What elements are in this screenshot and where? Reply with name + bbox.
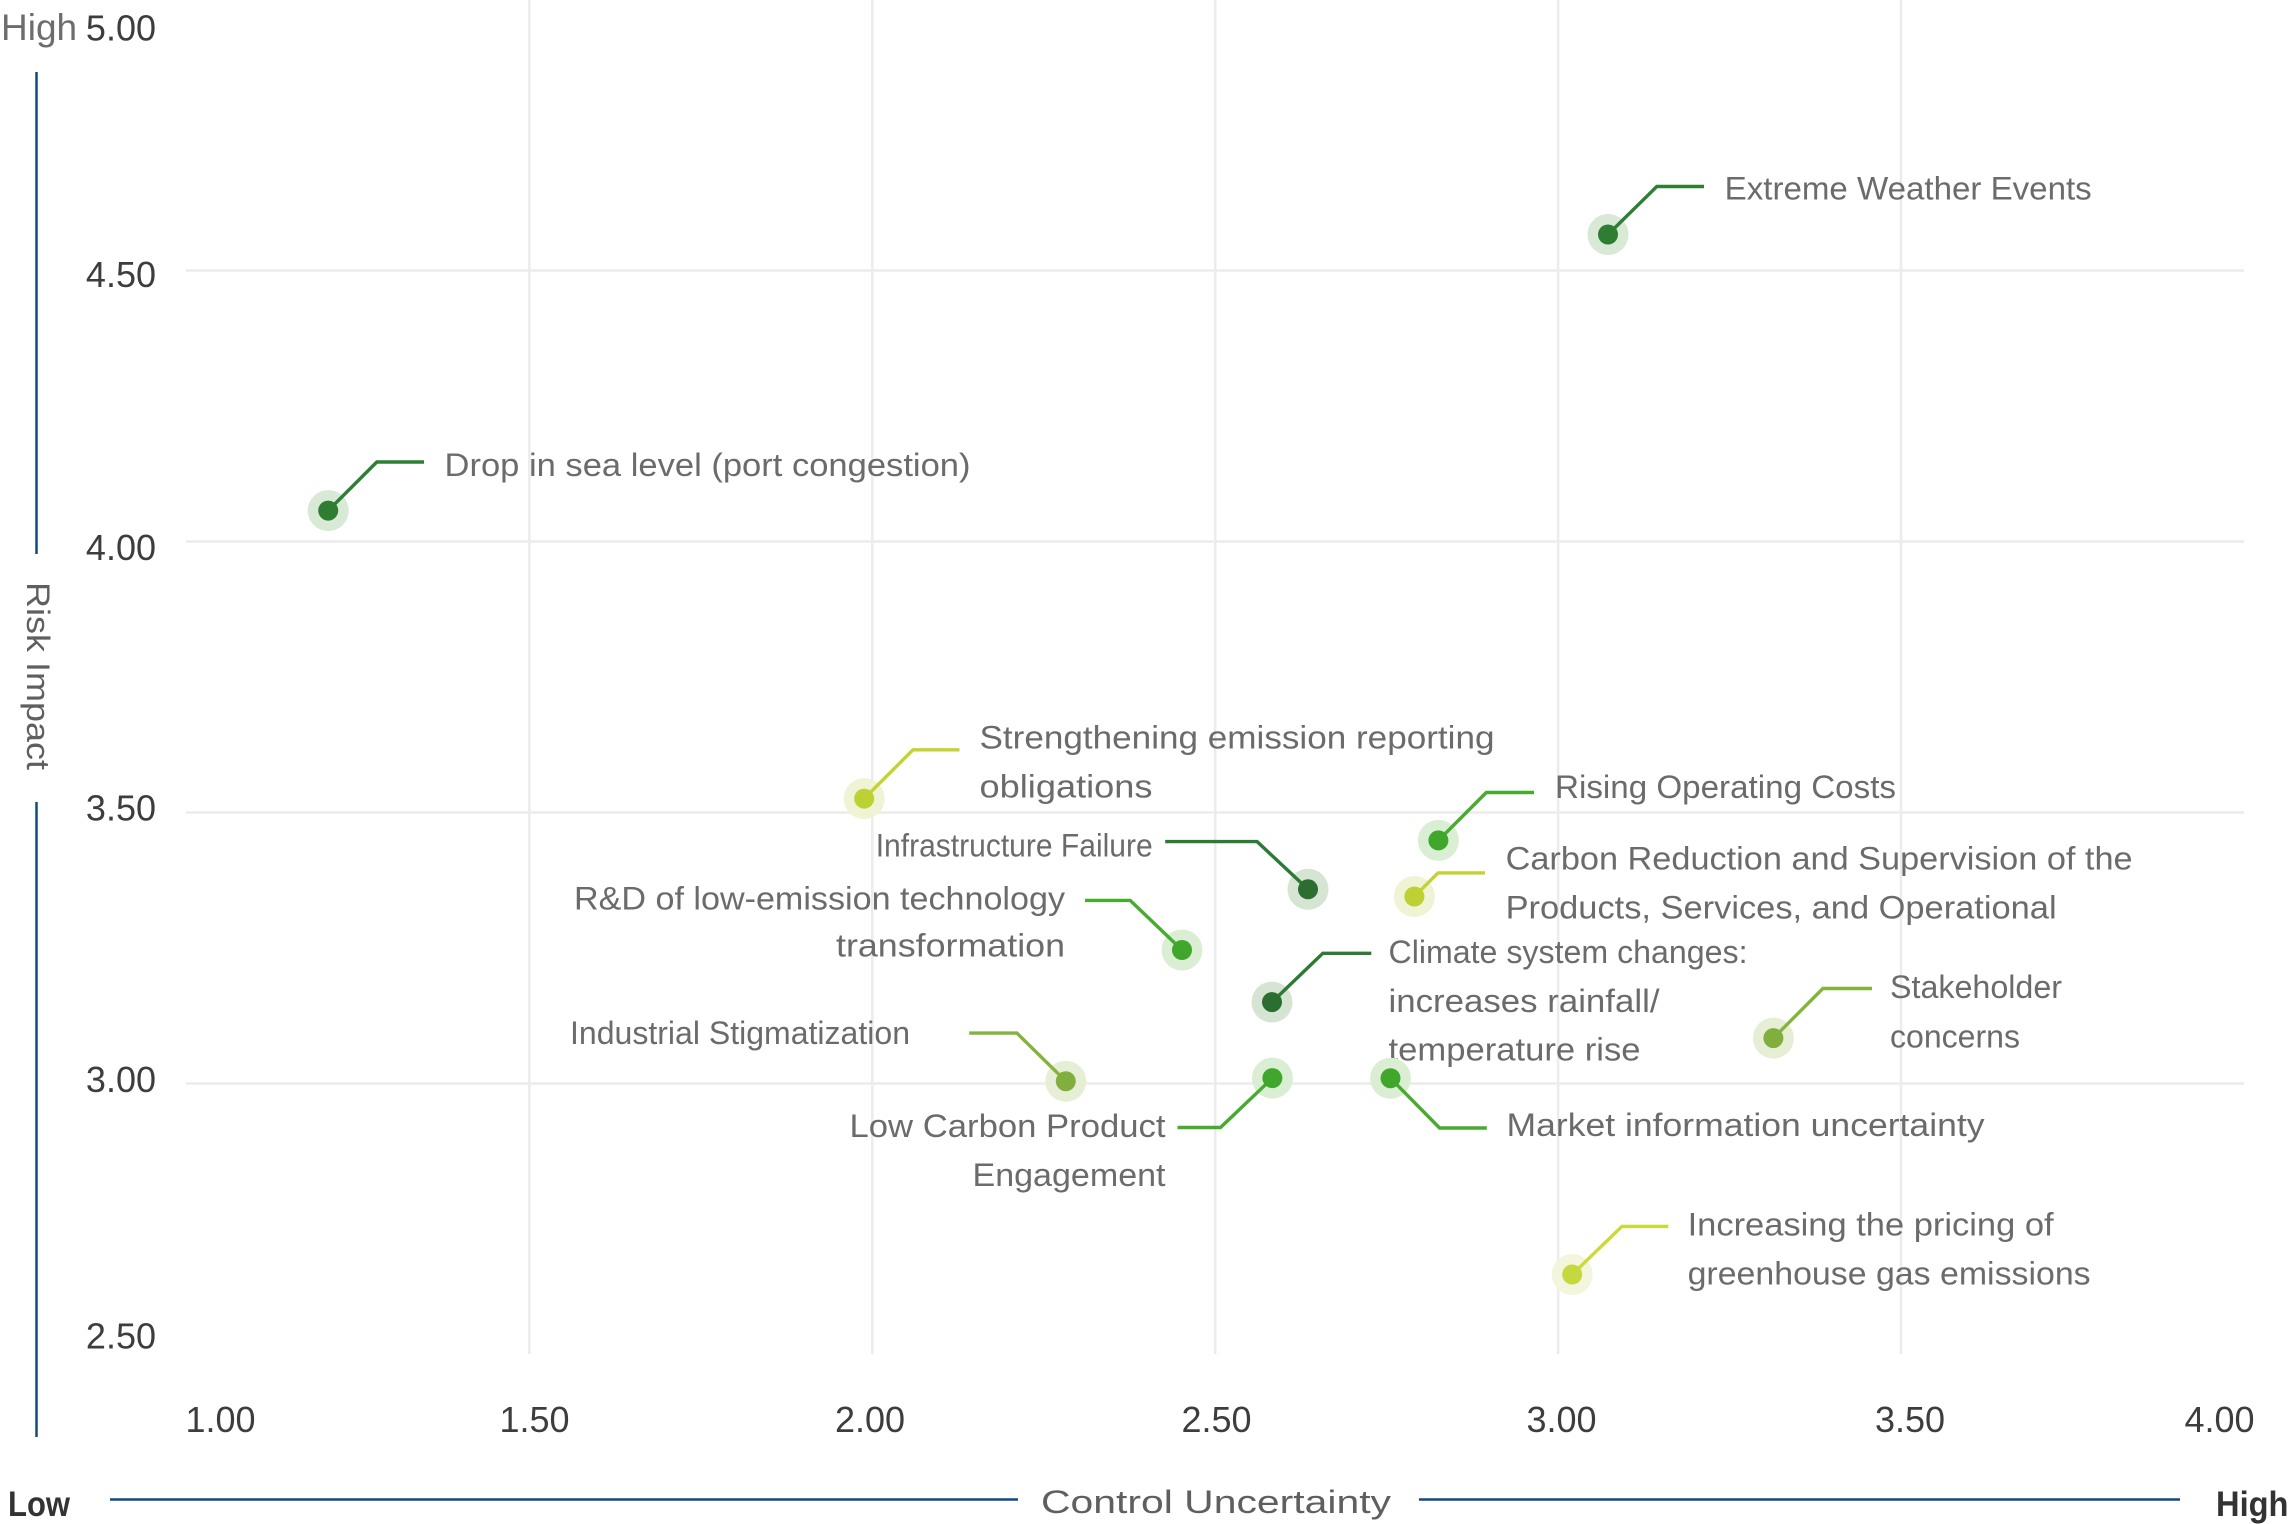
svg-text:1.00: 1.00 xyxy=(185,1399,255,1440)
svg-text:1.50: 1.50 xyxy=(499,1399,569,1440)
svg-text:Extreme Weather Events: Extreme Weather Events xyxy=(1725,171,2092,207)
svg-text:Market information uncertainty: Market information uncertainty xyxy=(1507,1107,1985,1143)
svg-text:Risk Impact: Risk Impact xyxy=(20,582,56,770)
svg-text:Increasing the pricing of: Increasing the pricing of xyxy=(1688,1206,2054,1242)
svg-text:Low Carbon Product: Low Carbon Product xyxy=(850,1108,1166,1144)
svg-text:2.00: 2.00 xyxy=(835,1399,905,1440)
svg-text:4.50: 4.50 xyxy=(86,254,156,295)
svg-text:2.50: 2.50 xyxy=(1181,1399,1251,1440)
svg-text:High: High xyxy=(2216,1485,2289,1524)
svg-text:temperature rise: temperature rise xyxy=(1389,1031,1641,1067)
svg-text:Strengthening emission reporti: Strengthening emission reporting xyxy=(980,720,1495,756)
svg-text:Industrial Stigmatization: Industrial Stigmatization xyxy=(570,1015,910,1051)
svg-text:Infrastructure Failure: Infrastructure Failure xyxy=(876,827,1153,863)
svg-text:3.50: 3.50 xyxy=(86,787,156,828)
svg-text:greenhouse gas emissions: greenhouse gas emissions xyxy=(1688,1255,2091,1291)
svg-text:3.00: 3.00 xyxy=(86,1059,156,1100)
svg-text:Carbon Reduction and Supervisi: Carbon Reduction and Supervision of the xyxy=(1506,840,2133,876)
svg-text:High: High xyxy=(1,7,77,48)
svg-text:Climate system changes:: Climate system changes: xyxy=(1389,934,1748,970)
svg-text:Engagement: Engagement xyxy=(973,1157,1166,1193)
svg-text:3.50: 3.50 xyxy=(1875,1399,1945,1440)
svg-text:transformation: transformation xyxy=(836,928,1065,964)
svg-text:2.50: 2.50 xyxy=(86,1316,156,1357)
svg-text:Products, Services, and Operat: Products, Services, and Operational xyxy=(1506,889,2057,925)
svg-text:Control Uncertainty: Control Uncertainty xyxy=(1041,1484,1391,1520)
svg-text:3.00: 3.00 xyxy=(1526,1399,1596,1440)
svg-text:Drop in sea level (port conges: Drop in sea level (port congestion) xyxy=(445,447,971,483)
svg-text:4.00: 4.00 xyxy=(86,527,156,568)
svg-text:increases rainfall/: increases rainfall/ xyxy=(1389,983,1660,1019)
svg-text:Stakeholder: Stakeholder xyxy=(1890,969,2062,1005)
svg-text:obligations: obligations xyxy=(980,769,1153,805)
svg-text:R&D of low-emission technology: R&D of low-emission technology xyxy=(574,881,1065,917)
svg-text:4.00: 4.00 xyxy=(2184,1399,2254,1440)
svg-text:5.00: 5.00 xyxy=(86,8,156,49)
svg-text:Rising Operating Costs: Rising Operating Costs xyxy=(1555,769,1896,805)
svg-text:Low: Low xyxy=(8,1485,71,1524)
svg-text:concerns: concerns xyxy=(1890,1019,2020,1055)
